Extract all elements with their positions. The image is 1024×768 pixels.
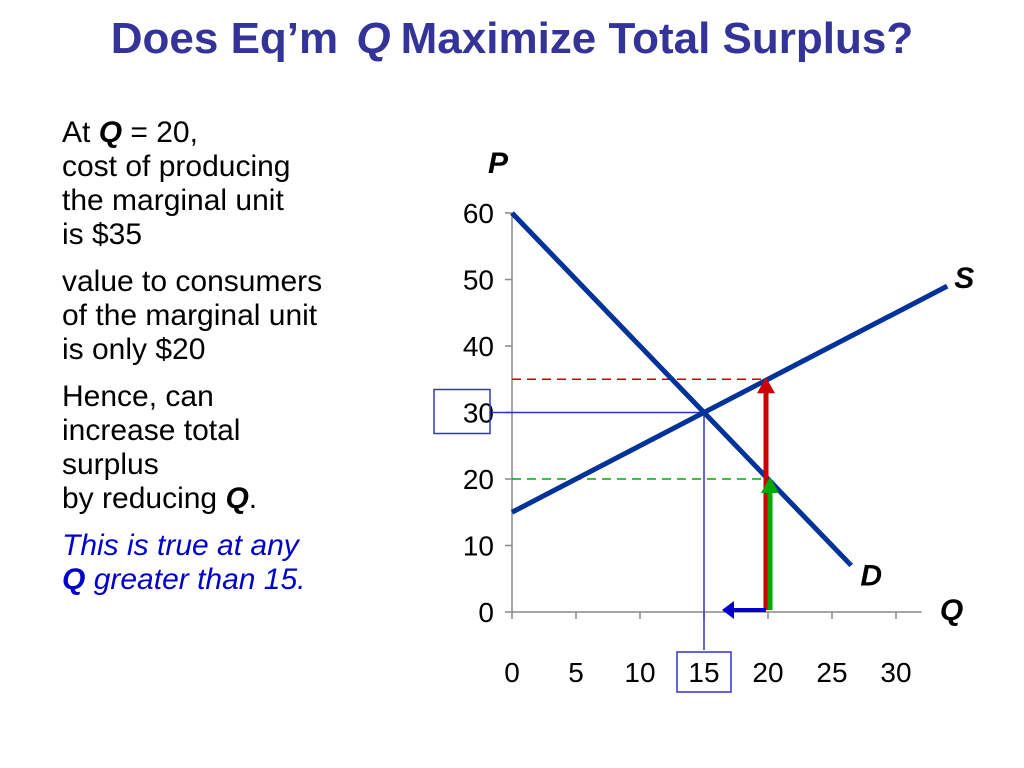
text-by-reducing: by reducing	[62, 482, 218, 515]
text-at: At	[62, 116, 91, 149]
curve-d	[510, 211, 854, 568]
text-marginal-unit-line: of the marginal unit	[62, 299, 318, 332]
text-greater-15: greater than 15.	[93, 563, 306, 596]
text-true-any: This is true at any	[62, 529, 299, 562]
text-20-line: is only $20	[62, 333, 206, 366]
y-tick-label: 40	[463, 331, 494, 362]
paragraph-hence: Hence, can increase total surplus by red…	[62, 380, 422, 516]
y-tick-label: 0	[478, 597, 494, 628]
text-q: Q	[98, 116, 123, 149]
value-arrow-head	[761, 477, 779, 493]
x-tick-label: 10	[624, 657, 655, 688]
title-q: Q	[356, 14, 391, 63]
text-eq20: = 20,	[130, 116, 198, 149]
explanation-text: At Q = 20, cost of producing the margina…	[62, 116, 422, 610]
text-q-greater: Q	[62, 563, 86, 596]
y-tick-label: 50	[463, 265, 494, 296]
text-hence: Hence, can	[62, 380, 214, 413]
title-part2: Maximize Total Surplus?	[400, 14, 914, 63]
paragraph-conclusion: This is true at any Q greater than 15.	[62, 529, 422, 597]
text-35-line: is $35	[62, 218, 143, 251]
demand-label: D	[860, 559, 882, 592]
x-tick-label: 5	[568, 657, 584, 688]
text-period: .	[248, 482, 258, 515]
paragraph-value: value to consumers of the marginal unit …	[62, 265, 422, 367]
reduce-arrow-head	[722, 601, 734, 619]
text-surplus: surplus	[62, 448, 159, 481]
y-tick-label: 30	[463, 398, 494, 429]
text-increase: increase total	[62, 414, 241, 447]
title-part1: Does Eq’m	[110, 14, 339, 63]
y-axis-title: P	[488, 147, 509, 180]
cost-arrow-head	[757, 377, 775, 394]
text-q-reduce: Q	[225, 482, 249, 515]
x-tick-label: 0	[504, 657, 520, 688]
y-tick-label: 20	[463, 464, 494, 495]
x-axis-title: Q	[940, 594, 963, 627]
supply-label: S	[954, 262, 974, 295]
x-tick-15-box	[676, 651, 732, 693]
y-tick-label: 10	[463, 531, 494, 562]
text-marginal-line: the marginal unit	[62, 184, 284, 217]
y-tick-30-box	[433, 388, 491, 435]
text-cost-line: cost of producing	[62, 150, 291, 183]
x-tick-label: 15	[688, 657, 719, 688]
curve-s	[510, 283, 949, 515]
text-value-line: value to consumers	[62, 265, 323, 298]
paragraph-cost: At Q = 20, cost of producing the margina…	[62, 116, 422, 252]
x-tick-label: 20	[752, 657, 783, 688]
page-title: Does Eq’m Q Maximize Total Surplus?	[0, 14, 1024, 64]
x-tick-label: 25	[816, 657, 847, 688]
x-tick-label: 30	[880, 657, 911, 688]
y-tick-label: 60	[463, 198, 494, 229]
